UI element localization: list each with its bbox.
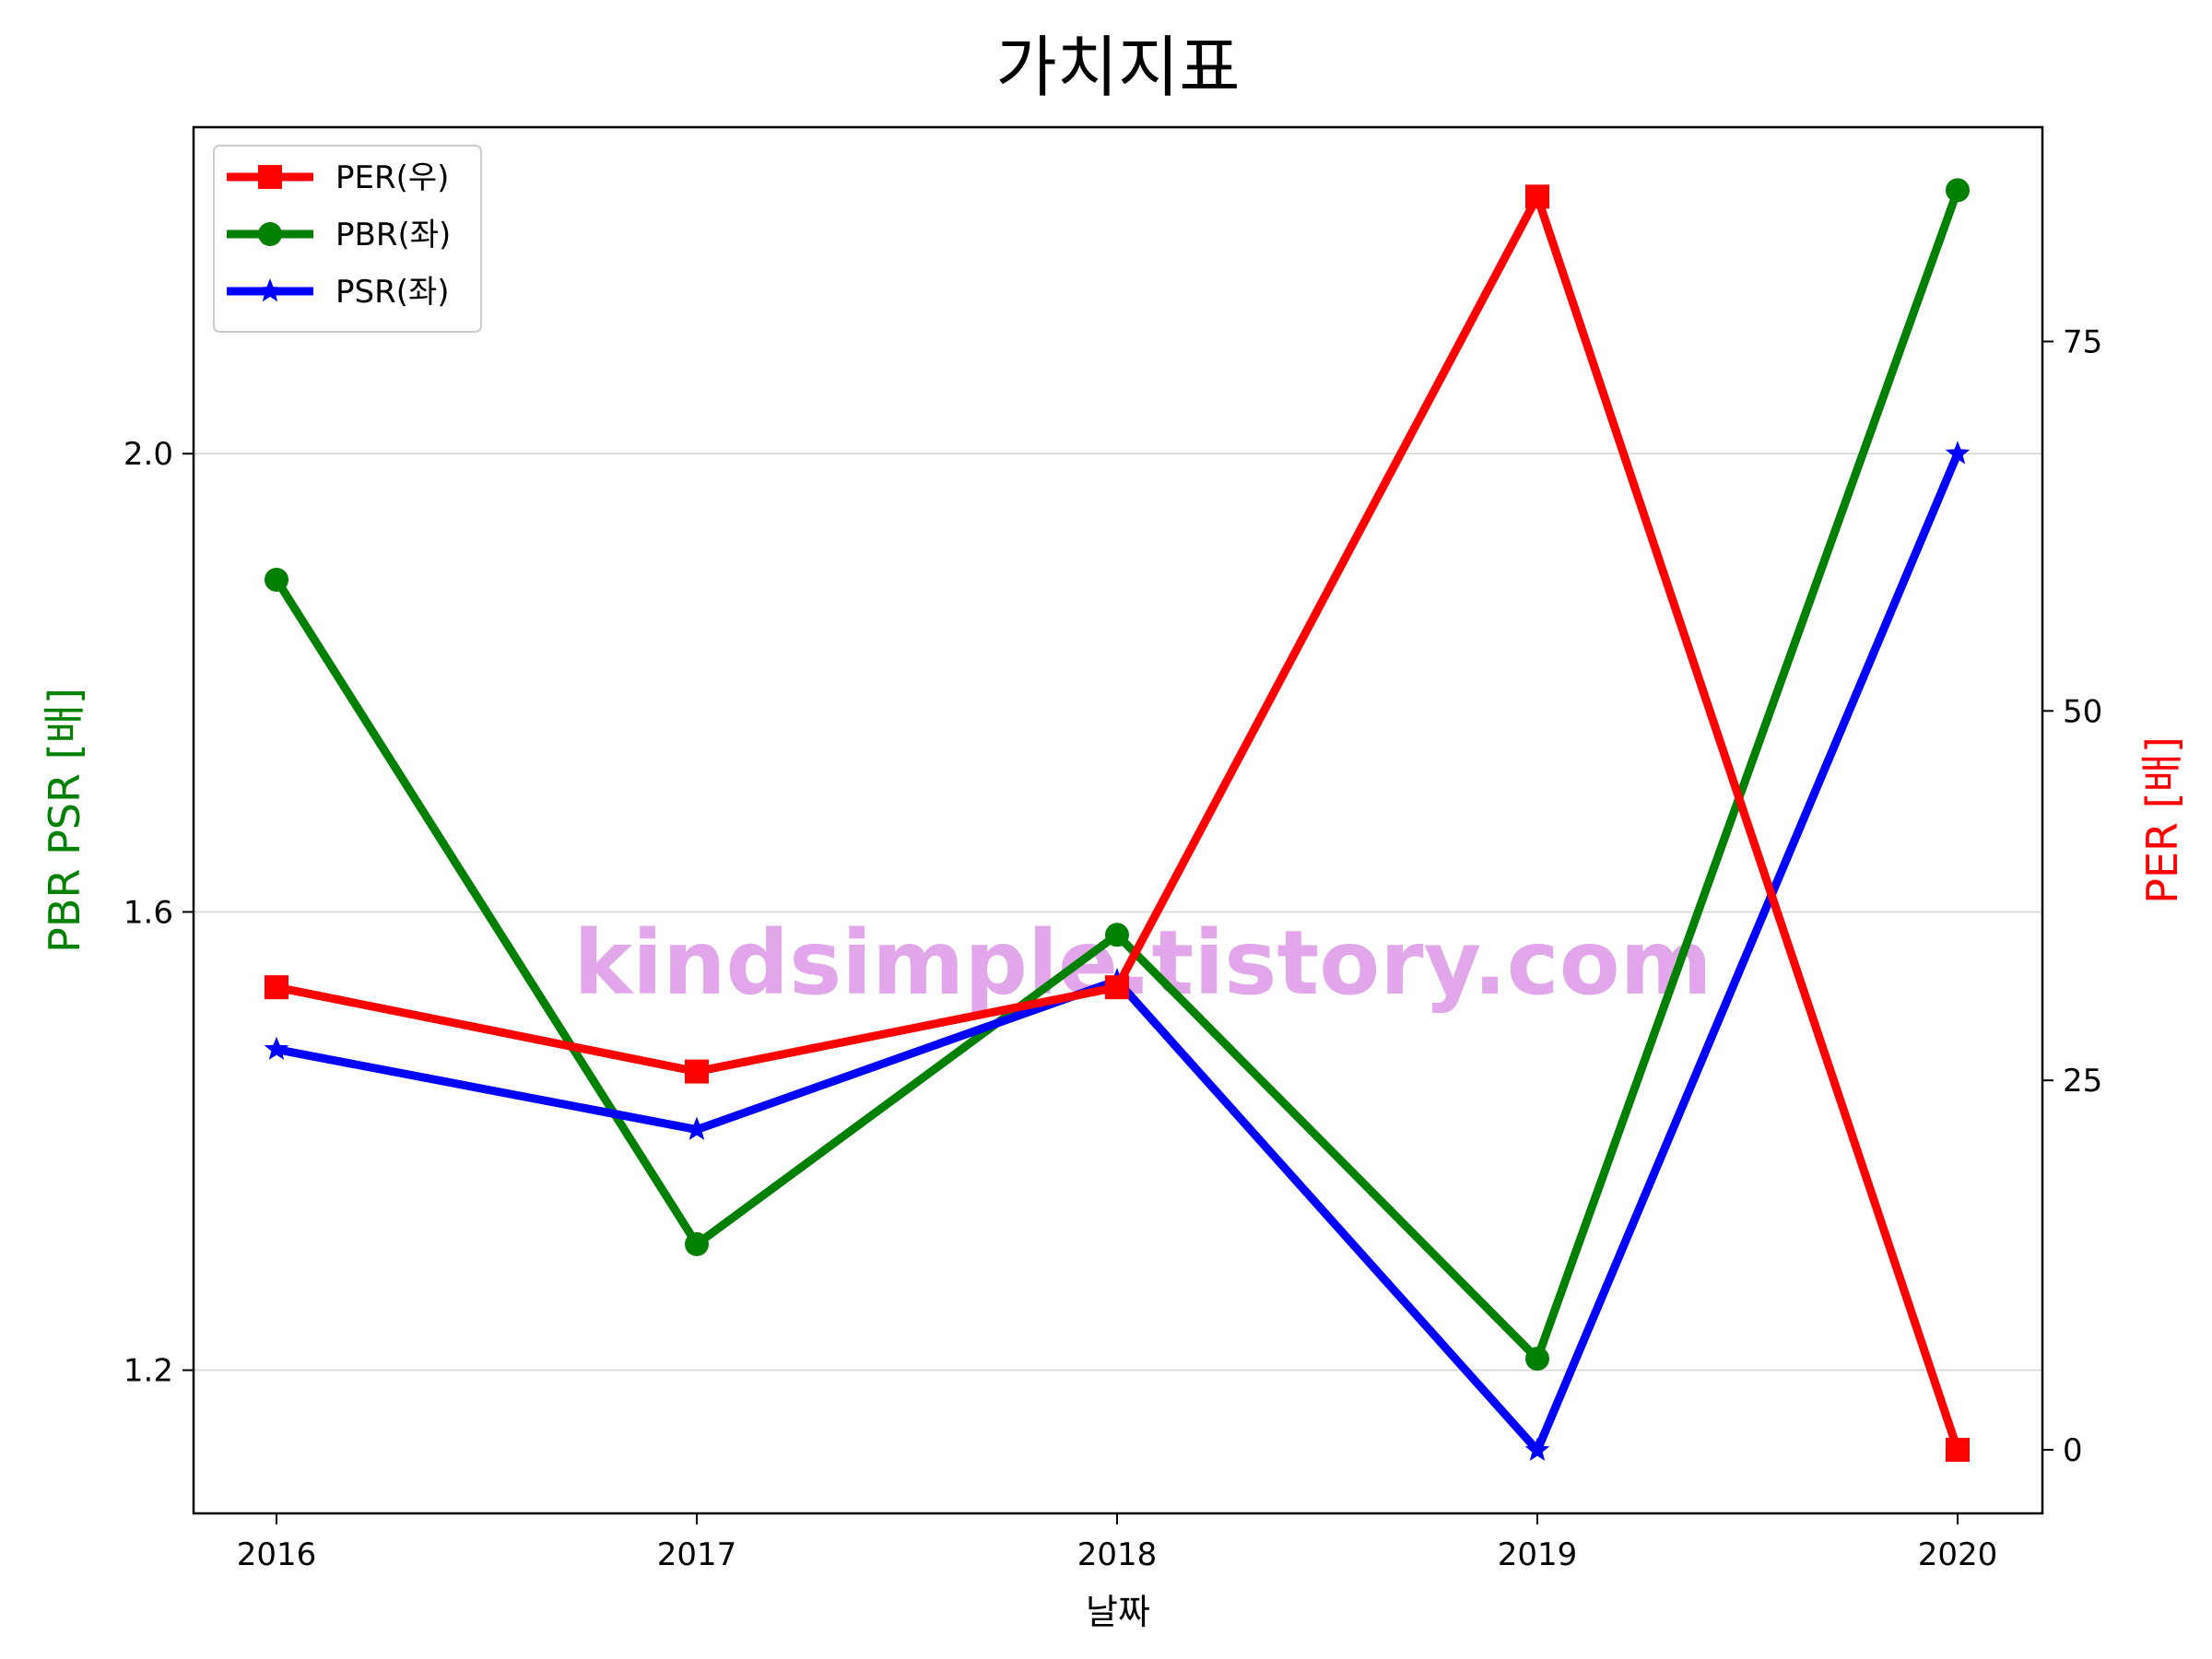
data-point (264, 1036, 289, 1060)
y-right-tick-label: 75 (2063, 324, 2102, 360)
y-axis-left: 1.2 1.6 2.0 (124, 436, 194, 1390)
x-tick-label: 2019 (1498, 1536, 1578, 1573)
y-right-tick-label: 50 (2063, 693, 2102, 730)
x-tick-label: 2020 (1918, 1536, 1998, 1573)
x-axis-label: 날짜 (1086, 1592, 1150, 1632)
chart-title: 가치지표 (996, 29, 1241, 106)
y-left-tick-label: 1.2 (124, 1353, 173, 1390)
legend-label: PBR(좌) (335, 217, 451, 253)
legend: PER(우) PBR(좌) PSR(좌) (213, 145, 482, 333)
data-point (1945, 441, 1971, 465)
legend-marker (257, 278, 283, 302)
legend-label: PSR(좌) (335, 274, 450, 311)
data-point (1524, 1437, 1550, 1461)
data-point (1525, 1347, 1549, 1371)
series-layer (264, 178, 1971, 1463)
legend-label: PER(우) (335, 159, 449, 196)
data-point (1105, 975, 1129, 1000)
x-tick-label: 2017 (657, 1536, 737, 1573)
data-point (1946, 178, 1970, 203)
legend-marker (258, 222, 282, 246)
grid-lines (194, 453, 2042, 1371)
y-axis-left-label: PBR PSR [배] (40, 688, 89, 953)
legend-box (213, 145, 482, 333)
data-point (265, 975, 288, 1000)
series-1 (265, 178, 1970, 1371)
x-tick-label: 2016 (237, 1536, 317, 1573)
data-point (265, 567, 288, 592)
data-point (1105, 923, 1129, 947)
y-left-tick-label: 1.6 (124, 894, 173, 931)
y-right-tick-label: 25 (2063, 1063, 2102, 1100)
y-left-tick-label: 2.0 (124, 436, 173, 473)
data-point (685, 1231, 709, 1256)
y-right-tick-label: 0 (2063, 1432, 2083, 1469)
legend-marker (258, 165, 282, 189)
x-axis: 2016 2017 2018 2019 2020 (237, 1513, 1998, 1573)
y-axis-right-label: PER [배] (2137, 736, 2187, 904)
data-point (685, 1059, 709, 1084)
series-0 (265, 184, 1970, 1463)
data-point (684, 1116, 710, 1140)
x-tick-label: 2018 (1077, 1536, 1158, 1573)
data-point (1946, 1438, 1970, 1463)
y-axis-right: 0 25 50 75 (2042, 324, 2102, 1469)
data-point (1525, 184, 1549, 209)
